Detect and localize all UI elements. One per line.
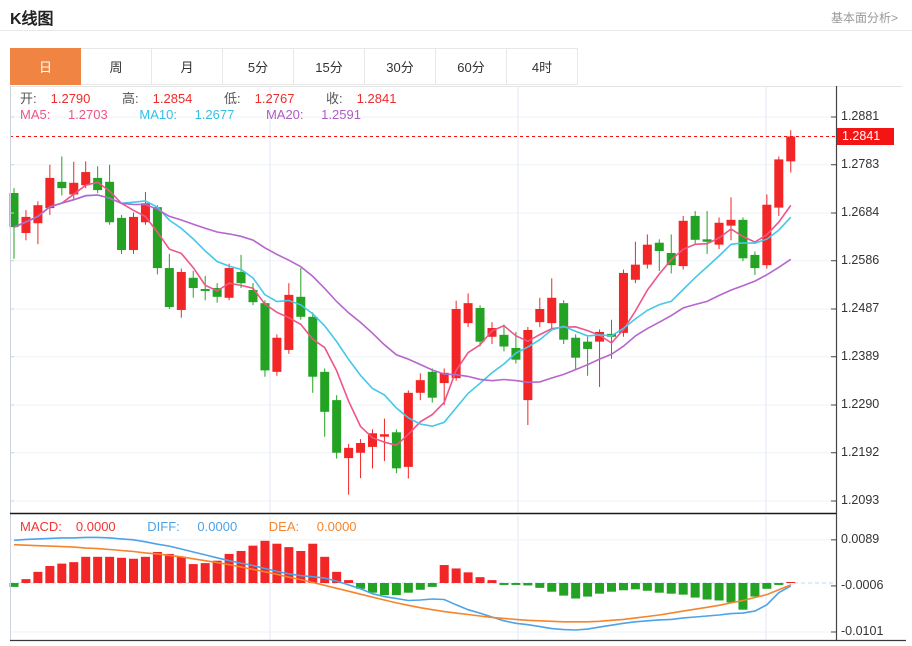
dea-readout: DEA: 0.0000 [268, 519, 357, 534]
current-price-tag: 1.2841 [837, 127, 894, 145]
tab-month[interactable]: 月 [152, 48, 223, 85]
price-axis-label: 1.2684 [841, 204, 880, 219]
macd-readout: MACD: 0.0000 [20, 519, 116, 534]
ma-legend: MA5: 1.2703 MA10: 1.2677 MA20: 1.2591 [20, 107, 389, 122]
header-divider [0, 30, 912, 31]
tab-5min[interactable]: 5分 [223, 48, 294, 85]
price-axis-label: 1.2487 [841, 300, 880, 315]
tab-60min[interactable]: 60分 [436, 48, 507, 85]
open-readout: 开: 1.2790 [20, 91, 91, 106]
price-axis-label: 1.2093 [841, 492, 880, 507]
ma5-readout: MA5: 1.2703 [20, 107, 108, 122]
price-axis-label: 1.2783 [841, 156, 880, 171]
price-axis-label: 1.2881 [841, 109, 880, 123]
diff-readout: DIFF: 0.0000 [147, 519, 238, 534]
price-axis-label: 1.2389 [841, 348, 880, 363]
price-axis-label: 1.2192 [841, 444, 880, 459]
ma20-readout: MA20: 1.2591 [265, 107, 361, 122]
macd-axis-label: -0.0101 [841, 623, 884, 638]
tab-day[interactable]: 日 [10, 48, 81, 85]
low-readout: 低: 1.2767 [224, 91, 295, 106]
tab-4hour[interactable]: 4时 [507, 48, 578, 85]
high-readout: 高: 1.2854 [122, 91, 193, 106]
price-axis-label: 1.2586 [841, 252, 880, 267]
page-title: K线图 [10, 11, 54, 28]
tab-15min[interactable]: 15分 [294, 48, 365, 85]
macd-axis-label: -0.0006 [841, 577, 884, 592]
tab-30min[interactable]: 30分 [365, 48, 436, 85]
fundamental-analysis-link[interactable]: 基本面分析> [830, 11, 898, 25]
ma10-readout: MA10: 1.2677 [139, 107, 235, 122]
close-readout: 收: 1.2841 [326, 91, 397, 106]
price-axis-label: 1.2290 [841, 396, 880, 411]
macd-axis-label: 0.0089 [841, 531, 880, 546]
period-tabbar: 日周月 5分 15分 30分 60分 4时 [10, 48, 902, 87]
ohlc-legend: 开: 1.2790 高: 1.2854 低: 1.2767 收: 1.2841 [20, 88, 424, 107]
macd-legend: MACD: 0.0000 DIFF: 0.0000 DEA: 0.0000 [20, 519, 385, 534]
tab-week[interactable]: 周 [81, 48, 152, 85]
